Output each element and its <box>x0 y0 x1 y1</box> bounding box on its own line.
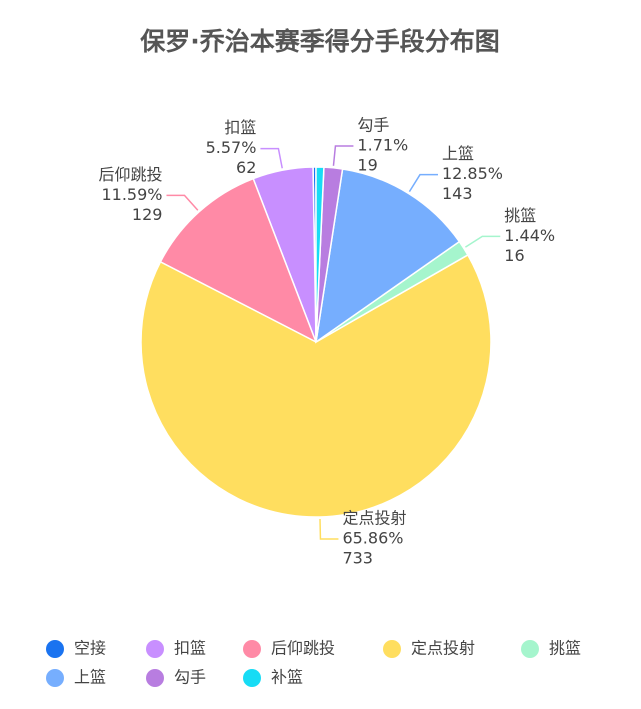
slice-label: 扣篮 <box>224 118 256 137</box>
legend-marker <box>46 669 64 687</box>
legend-marker <box>146 640 164 658</box>
leader-line <box>408 173 438 193</box>
legend-label: 定点投射 <box>411 639 475 658</box>
percent-label: 65.86% <box>342 528 403 547</box>
legend-marker <box>243 669 261 687</box>
pie-slice <box>140 253 492 518</box>
value-label: 143 <box>442 184 473 203</box>
percent-label: 1.44% <box>504 226 555 245</box>
percent-label: 11.59% <box>101 185 162 204</box>
slice-label: 上篮 <box>442 144 474 163</box>
legend-label: 扣篮 <box>174 639 206 658</box>
value-label: 129 <box>132 205 163 224</box>
slice-label: 挑篮 <box>504 206 536 225</box>
legend-label: 勾手 <box>174 668 206 687</box>
percent-label: 1.71% <box>357 135 408 154</box>
leader-line <box>166 194 199 211</box>
leader-line <box>465 235 501 248</box>
value-label: 16 <box>504 246 524 265</box>
legend-label: 空接 <box>74 639 106 658</box>
value-label: 62 <box>236 158 256 177</box>
slice-label: 定点投射 <box>342 508 406 527</box>
pie-slice <box>314 168 461 344</box>
legend-marker <box>243 640 261 658</box>
pie-slice <box>315 166 325 343</box>
slice-label: 勾手 <box>357 115 389 134</box>
pie-slice <box>159 177 318 344</box>
legend-label: 后仰跳投 <box>271 639 335 658</box>
legend-marker <box>383 640 401 658</box>
percent-label: 5.57% <box>206 138 257 157</box>
leader-line <box>319 518 339 540</box>
leader-line <box>260 147 283 169</box>
legend-marker <box>46 640 64 658</box>
legend-label: 补篮 <box>271 668 303 687</box>
legend-label: 上篮 <box>74 668 106 687</box>
percent-label: 12.85% <box>442 164 503 183</box>
value-label: 733 <box>342 548 373 567</box>
slice-label: 后仰跳投 <box>98 165 162 184</box>
legend-marker <box>146 669 164 687</box>
leader-line <box>332 145 354 166</box>
legend-marker <box>521 640 539 658</box>
value-label: 19 <box>357 155 377 174</box>
legend-label: 挑篮 <box>549 639 581 658</box>
chart-title: 保罗·乔治本赛季得分手段分布图 <box>139 27 500 56</box>
